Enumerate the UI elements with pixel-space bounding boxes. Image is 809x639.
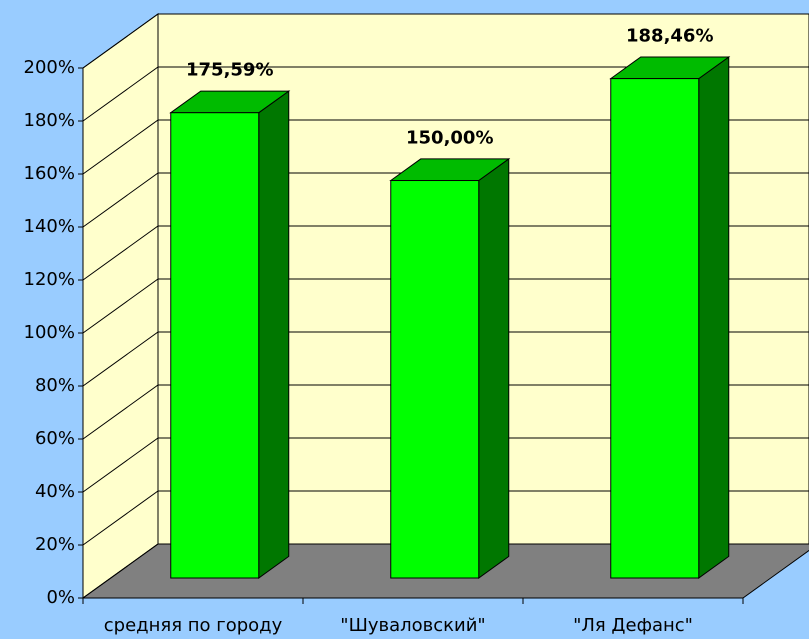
y-tick-label: 40%	[35, 481, 75, 502]
bar-side	[698, 56, 730, 579]
x-tick-label: "Ля Дефанс"	[573, 615, 693, 636]
grid-line	[82, 331, 809, 387]
value-label: 175,59%	[186, 60, 274, 81]
y-tick-label: 160%	[24, 163, 75, 184]
grid-line	[82, 543, 809, 599]
bar-side	[478, 157, 510, 579]
y-tick-label: 0%	[46, 587, 75, 608]
grid-line	[82, 172, 809, 228]
value-label: 150,00%	[406, 128, 494, 149]
y-tick-label: 100%	[24, 322, 75, 343]
bar	[170, 112, 260, 579]
y-tick-label: 60%	[35, 428, 75, 449]
grid-line	[82, 225, 809, 281]
grid-line	[82, 119, 809, 175]
y-tick-label: 140%	[24, 216, 75, 237]
y-tick-label: 200%	[24, 57, 75, 78]
grid-line	[82, 13, 809, 69]
y-tick-label: 80%	[35, 375, 75, 396]
y-tick-label: 20%	[35, 534, 75, 555]
bar	[390, 180, 480, 579]
bar-side	[258, 90, 290, 579]
grid-line	[82, 66, 809, 122]
y-tick-label: 180%	[24, 110, 75, 131]
bar	[610, 78, 700, 579]
value-label: 188,46%	[626, 26, 714, 47]
grid-line	[82, 384, 809, 440]
grid-line	[82, 278, 809, 334]
grid-line	[82, 490, 809, 546]
x-tick-label: средняя по городу	[104, 615, 283, 636]
grid-line	[82, 437, 809, 493]
x-tick-label: "Шуваловский"	[340, 615, 485, 636]
y-tick-label: 120%	[24, 269, 75, 290]
